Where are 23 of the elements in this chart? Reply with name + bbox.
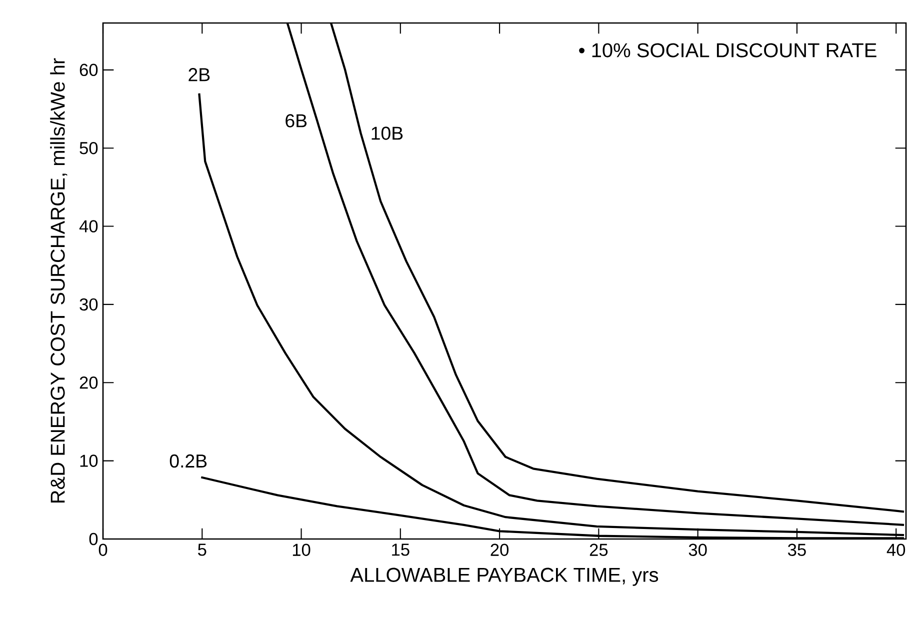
annotation: • 10% SOCIAL DISCOUNT RATE — [579, 43, 876, 58]
y-tick-label: 60 — [80, 64, 98, 76]
x-tick-label: 30 — [688, 544, 707, 556]
x-tick-label: 40 — [886, 544, 906, 556]
y-tick-label: 40 — [79, 220, 98, 232]
series-label: 6B — [286, 114, 307, 128]
y-tick-label: 50 — [80, 142, 98, 154]
y-tick-label: 0 — [89, 532, 98, 546]
y-tick-label: 10 — [80, 454, 98, 467]
x-tick-label: 15 — [392, 544, 410, 556]
x-tick-label: 25 — [590, 544, 608, 556]
x-tick-label: 10 — [292, 544, 310, 556]
x-axis-title: ALLOWABLE PAYBACK TIME, yrs — [350, 568, 658, 586]
y-axis-title: R&D ENERGY COST SURCHARGE, mills/kWe hr — [50, 58, 68, 503]
series-label: 0.2B — [170, 454, 207, 468]
y-tick-label: 20 — [80, 376, 98, 389]
series-label: 2B — [188, 68, 210, 82]
x-tick-label: 20 — [490, 544, 509, 556]
y-tick-label: 30 — [80, 298, 98, 311]
x-tick-label: 0 — [98, 544, 108, 556]
x-tick-label: 35 — [788, 544, 806, 556]
x-tick-label: 5 — [198, 544, 206, 556]
series-label: 10B — [372, 126, 403, 140]
